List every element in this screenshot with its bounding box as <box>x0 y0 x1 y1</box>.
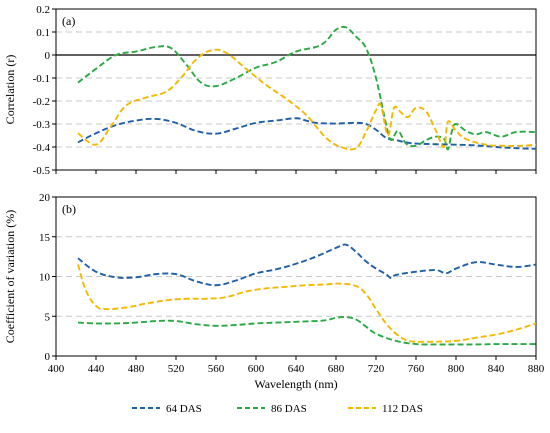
x-tick-label-b-0: 400 <box>48 363 65 375</box>
x-tick-label-b-6: 640 <box>288 363 305 375</box>
y-tick-label-a-6: 0.1 <box>36 27 50 39</box>
x-tick-label-b-7: 680 <box>328 363 345 375</box>
x-axis-label-b: Wavelength (nm) <box>254 377 337 391</box>
legend-entry-86-das: 86 DAS <box>237 403 307 415</box>
legend-label-64-das: 64 DAS <box>166 403 202 415</box>
x-tick-label-b-10: 800 <box>448 363 465 375</box>
y-tick-label-b-1: 5 <box>45 311 51 323</box>
series-line-a-86-das <box>77 25 537 151</box>
panel-label-a: (a) <box>62 14 75 28</box>
x-tick-label-b-2: 480 <box>128 363 145 375</box>
y-tick-label-b-2: 10 <box>39 272 51 284</box>
y-tick-label-a-2: -0.3 <box>33 119 51 131</box>
x-tick-label-b-3: 520 <box>168 363 185 375</box>
legend: 64 DAS 86 DAS 112 DAS <box>132 403 423 415</box>
series-line-b-86-das <box>77 316 536 346</box>
x-tick-label-b-12: 880 <box>528 363 545 375</box>
y-axis-label-a: Correlation (r) <box>3 55 17 125</box>
x-tick-label-b-9: 760 <box>408 363 425 375</box>
panel-label-b: (b) <box>62 202 76 216</box>
legend-entry-112-das: 112 DAS <box>348 403 423 415</box>
y-tick-label-a-1: -0.4 <box>33 142 51 154</box>
y-axis-label-b: Coefficient of variation (%) <box>3 210 17 343</box>
x-tick-label-b-5: 600 <box>248 363 265 375</box>
panel-b: 0 5 10 15 20 400 440 480 520 560 600 640 680 720 760 80… <box>3 192 545 391</box>
series-line-b-112-das <box>77 264 537 343</box>
y-tick-label-b-3: 15 <box>39 232 51 244</box>
legend-entry-64-das: 64 DAS <box>132 403 202 415</box>
x-tick-label-b-8: 720 <box>368 363 385 375</box>
y-tick-label-a-5: 0 <box>45 50 51 62</box>
legend-label-112-das: 112 DAS <box>382 403 423 415</box>
x-tick-label-b-4: 560 <box>208 363 225 375</box>
panel-a: -0.5 -0.4 -0.3 -0.2 -0.1 0 0.1 0.2 (a) Correlatio… <box>3 4 537 177</box>
series-line-a-64-das <box>77 117 537 150</box>
y-tick-label-b-4: 20 <box>39 192 51 204</box>
y-tick-label-b-0: 0 <box>45 351 51 363</box>
series-line-a-112-das <box>77 48 537 151</box>
x-tick-label-b-11: 840 <box>488 363 505 375</box>
x-tick-label-b-1: 440 <box>88 363 105 375</box>
series-line-b-64-das <box>77 243 537 287</box>
legend-label-86-das: 86 DAS <box>271 403 307 415</box>
y-tick-label-a-4: -0.1 <box>33 73 50 85</box>
y-tick-label-a-3: -0.2 <box>33 96 50 108</box>
y-tick-label-a-7: 0.2 <box>36 4 50 16</box>
y-tick-label-a-0: -0.5 <box>33 165 51 177</box>
